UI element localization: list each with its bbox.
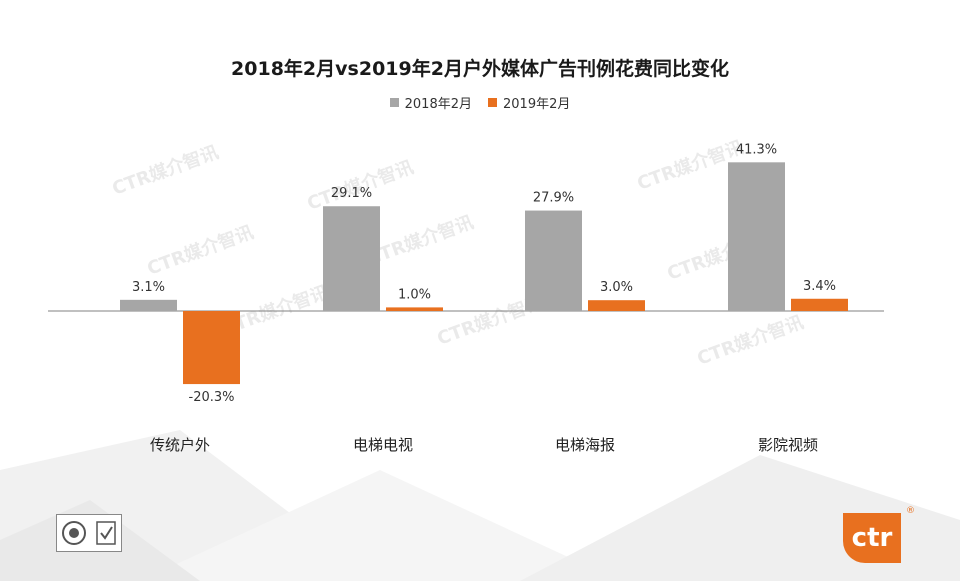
legend-item-2019: 2019年2月: [488, 93, 570, 112]
data-label-2018-2: 27.9%: [533, 191, 574, 206]
bar-2019-2: [588, 300, 645, 311]
bar-2018-2: [525, 210, 582, 311]
certification-seal-icon: [62, 521, 86, 545]
ctr-registered-mark: ®: [906, 506, 915, 516]
bar-2019-0: [183, 311, 240, 385]
data-label-2018-0: 3.1%: [132, 280, 165, 295]
legend-swatch-2019: [488, 98, 497, 107]
watermark-text: CTR媒介智讯: [364, 211, 476, 270]
bar-2018-1: [323, 206, 380, 311]
legend-label-2019: 2019年2月: [503, 97, 571, 112]
data-label-2019-3: 3.4%: [803, 279, 836, 294]
watermark-text: CTR媒介智讯: [694, 311, 806, 370]
watermark-text: CTR媒介智讯: [144, 221, 256, 280]
data-label-2018-3: 41.3%: [736, 142, 777, 157]
category-label-0: 传统户外: [150, 436, 210, 454]
bar-2018-3: [728, 162, 785, 311]
bar-2018-0: [120, 299, 177, 311]
data-label-2018-1: 29.1%: [331, 186, 372, 201]
data-label-2019-1: 1.0%: [398, 287, 431, 302]
legend-swatch-2018: [389, 98, 399, 107]
data-label-2019-0: -20.3%: [189, 390, 235, 405]
category-label-1: 电梯电视: [353, 436, 413, 454]
watermark-text: CTR媒介智讯: [109, 141, 221, 200]
category-label-2: 电梯海报: [555, 436, 615, 454]
certification-badge-icon: [96, 521, 116, 545]
bar-2019-3: [791, 298, 848, 311]
category-label-3: 影院视频: [758, 436, 818, 454]
chart-title: 2018年2月vs2019年2月户外媒体广告刊例花费同比变化: [231, 58, 729, 80]
data-label-2019-2: 3.0%: [600, 280, 633, 295]
chart-legend: 2018年2月 2019年2月: [0, 93, 960, 112]
bar-2019-1: [386, 307, 443, 311]
legend-item-2018: 2018年2月: [389, 93, 472, 112]
legend-label-2018: 2018年2月: [404, 97, 472, 112]
certification-logos: [56, 514, 122, 552]
ctr-logo: ctr: [843, 513, 901, 563]
